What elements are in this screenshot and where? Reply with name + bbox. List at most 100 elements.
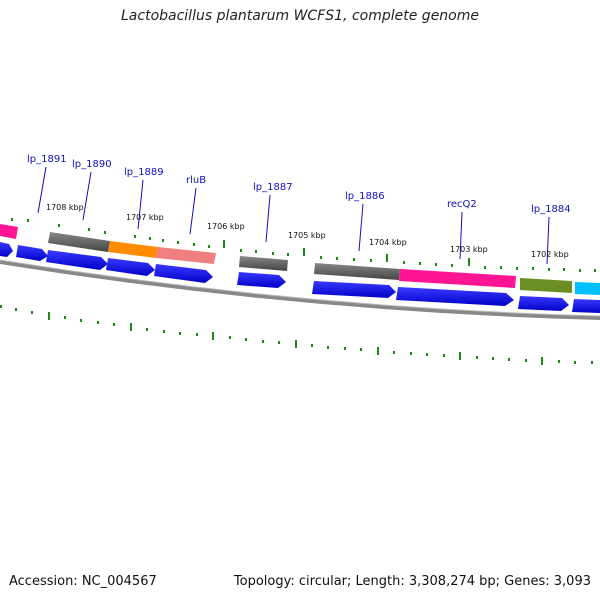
minor-tick — [579, 269, 581, 272]
kbp-label: 1706 kbp — [207, 222, 245, 231]
minor-tick — [262, 340, 264, 343]
minor-tick — [492, 357, 494, 360]
minor-tick — [177, 241, 179, 244]
minor-tick — [272, 252, 274, 255]
minor-tick — [370, 259, 372, 262]
minor-tick — [149, 237, 151, 240]
gene-feature[interactable] — [399, 269, 516, 288]
outer-tick-row — [11, 218, 596, 272]
major-tick — [377, 347, 379, 355]
minor-tick — [591, 361, 593, 364]
gene-feature[interactable] — [520, 278, 572, 293]
major-tick — [295, 340, 297, 348]
inner-tick-row — [0, 305, 593, 365]
cds-arrow[interactable] — [154, 264, 213, 283]
minor-tick — [134, 235, 136, 238]
minor-tick — [15, 308, 17, 311]
minor-tick — [0, 305, 2, 308]
cds-arrow[interactable] — [312, 281, 396, 298]
minor-tick — [229, 336, 231, 339]
gene-labels: lp_1891 lp_1890 lp_1889 rluB lp_1887 lp_… — [27, 154, 571, 265]
minor-tick — [532, 267, 534, 270]
minor-tick — [548, 268, 550, 271]
gene-feature[interactable] — [0, 224, 18, 239]
minor-tick — [426, 353, 428, 356]
kbp-labels: 1708 kbp 1707 kbp 1706 kbp 1705 kbp 1704… — [46, 203, 569, 259]
leader-line — [358, 203, 364, 252]
minor-tick — [563, 268, 565, 271]
gene-feature[interactable] — [575, 282, 600, 295]
leader-line — [546, 216, 550, 265]
minor-tick — [193, 243, 195, 246]
genome-backbone-highlight — [0, 259, 600, 317]
minor-tick — [558, 360, 560, 363]
gene-feature[interactable] — [239, 256, 288, 271]
cds-arrow[interactable] — [0, 242, 13, 257]
kbp-label: 1708 kbp — [46, 203, 84, 212]
minor-tick — [320, 256, 322, 259]
minor-tick — [287, 253, 289, 256]
minor-tick — [240, 249, 242, 252]
kbp-label: 1707 kbp — [126, 213, 164, 222]
leader-line — [189, 187, 197, 235]
minor-tick — [353, 258, 355, 261]
gene-label-lp-1886[interactable]: lp_1886 — [345, 191, 385, 202]
cds-arrow[interactable] — [16, 245, 48, 261]
minor-tick — [64, 316, 66, 319]
minor-tick — [255, 250, 257, 253]
minor-tick — [443, 354, 445, 357]
minor-tick — [27, 219, 29, 222]
kbp-label: 1702 kbp — [531, 250, 569, 259]
minor-tick — [146, 328, 148, 331]
major-tick — [303, 248, 305, 256]
minor-tick — [97, 321, 99, 324]
gene-label-lp-1890[interactable]: lp_1890 — [72, 159, 112, 170]
gene-features — [0, 224, 600, 295]
accession-text: Accession: NC_004567 — [9, 574, 157, 589]
minor-tick — [80, 319, 82, 322]
major-tick — [468, 258, 470, 266]
gene-feature[interactable] — [108, 241, 158, 258]
major-tick — [386, 254, 388, 262]
cds-arrow[interactable] — [396, 287, 514, 306]
minor-tick — [484, 266, 486, 269]
minor-tick — [344, 347, 346, 350]
leader-line — [265, 194, 271, 243]
gene-feature[interactable] — [156, 247, 216, 264]
cds-arrow[interactable] — [106, 258, 155, 276]
gene-label-rlub[interactable]: rluB — [186, 175, 206, 186]
cds-features — [0, 242, 600, 313]
major-tick — [212, 332, 214, 340]
minor-tick — [179, 332, 181, 335]
minor-tick — [476, 356, 478, 359]
leader-line — [82, 171, 92, 221]
major-tick — [130, 323, 132, 331]
cds-arrow[interactable] — [46, 250, 108, 270]
leader-line — [459, 211, 463, 260]
gene-label-lp-1889[interactable]: lp_1889 — [124, 167, 164, 178]
minor-tick — [393, 351, 395, 354]
cds-arrow[interactable] — [518, 296, 569, 311]
leader-line — [37, 166, 47, 214]
minor-tick — [360, 348, 362, 351]
gene-label-lp-1891[interactable]: lp_1891 — [27, 154, 67, 165]
major-tick — [223, 240, 225, 248]
cds-arrow[interactable] — [572, 299, 600, 313]
cds-arrow[interactable] — [237, 272, 286, 288]
minor-tick — [11, 218, 13, 221]
map-title: Lactobacillus plantarum WCFS1, complete … — [121, 8, 479, 24]
gene-feature[interactable] — [48, 232, 110, 252]
gene-label-lp-1887[interactable]: lp_1887 — [253, 182, 293, 193]
minor-tick — [88, 228, 90, 231]
gene-label-recq2[interactable]: recQ2 — [447, 199, 477, 210]
gene-feature[interactable] — [314, 263, 400, 280]
minor-tick — [278, 341, 280, 344]
minor-tick — [196, 333, 198, 336]
minor-tick — [451, 264, 453, 267]
leader-line — [137, 179, 144, 230]
minor-tick — [31, 311, 33, 314]
minor-tick — [162, 239, 164, 242]
minor-tick — [435, 263, 437, 266]
gene-label-lp-1884[interactable]: lp_1884 — [531, 204, 571, 215]
